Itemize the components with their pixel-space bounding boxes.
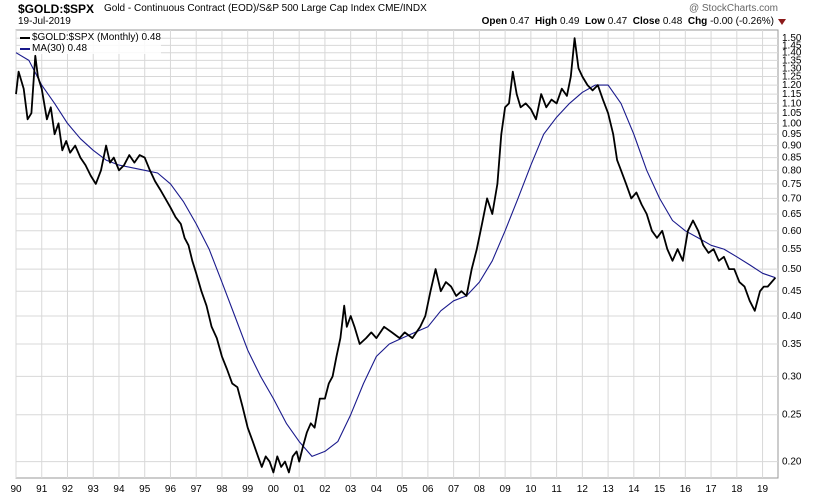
y-tick-label: 1.45 [782, 40, 802, 51]
chg-label: Chg [687, 16, 708, 27]
chg-value: -0.00 (-0.26%) [710, 16, 774, 27]
chart-header: $GOLD:$SPX Gold - Continuous Contract (E… [0, 0, 820, 30]
grid-lines [15, 30, 778, 478]
y-axis-ticks: 0.20 0.25 0.30 0.35 0.40 0.45 0.50 0.55 0.60 0.65… [782, 33, 802, 467]
y-tick-label: 1.15 [782, 89, 802, 100]
x-tick-label: 15 [654, 484, 666, 495]
x-tick-label: 11 [551, 484, 562, 495]
y-tick-label: 1.25 [782, 72, 802, 83]
x-tick-label: 14 [628, 484, 640, 495]
y-tick-label: 0.45 [782, 286, 802, 297]
y-tick-label: 1.20 [782, 80, 802, 91]
y-tick-label: 0.70 [782, 193, 802, 204]
series-lines [15, 37, 777, 474]
x-tick-label: 03 [345, 484, 357, 495]
low-value: 0.47 [607, 16, 628, 27]
x-tick-label: 19 [757, 484, 769, 495]
y-tick-label: 1.40 [782, 48, 802, 59]
y-tick-label: 0.90 [782, 141, 802, 152]
y-tick-label: 0.50 [782, 264, 802, 275]
x-tick-label: 12 [577, 484, 589, 495]
y-tick-label: 0.65 [782, 209, 802, 220]
x-tick-label: 09 [500, 484, 512, 495]
high-value: 0.49 [559, 16, 580, 27]
x-tick-label: 04 [371, 484, 383, 495]
x-tick-label: 16 [680, 484, 692, 495]
ohlc-readout: Open 0.47 High 0.49 Low 0.47 Close 0.48 … [482, 16, 774, 27]
chart-symbol: $GOLD:$SPX [18, 2, 95, 16]
legend-price: $GOLD:$SPX (Monthly) 0.48 [20, 32, 161, 43]
y-tick-label: 1.30 [782, 63, 802, 74]
x-tick-label: 17 [706, 484, 718, 495]
x-tick-label: 13 [603, 484, 615, 495]
high-label: High [534, 16, 558, 27]
y-tick-label: 0.75 [782, 179, 802, 190]
legend-ma-swatch [20, 47, 30, 50]
x-tick-label: 01 [294, 484, 306, 495]
x-tick-label: 91 [36, 484, 48, 495]
x-tick-label: 02 [319, 484, 331, 495]
y-tick-label: 0.25 [782, 410, 802, 421]
x-tick-label: 97 [191, 484, 203, 495]
y-tick-label: 0.85 [782, 153, 802, 164]
x-tick-label: 08 [474, 484, 486, 495]
x-tick-label: 00 [268, 484, 280, 495]
x-tick-label: 90 [10, 484, 22, 495]
y-tick-label: 1.00 [782, 118, 802, 129]
y-tick-label: 0.95 [782, 129, 802, 140]
y-tick-label: 0.60 [782, 226, 802, 237]
x-axis-ticks: 90 91 92 93 94 95 96 97 98 99 00 01 02 03 04 05 06 07 08 09… [10, 484, 768, 495]
x-tick-label: 05 [397, 484, 409, 495]
close-label: Close [632, 16, 661, 27]
brand-watermark: @ StockCharts.com [688, 3, 778, 14]
x-tick-label: 95 [139, 484, 151, 495]
price-line [15, 37, 777, 474]
x-tick-label: 10 [525, 484, 537, 495]
x-tick-label: 94 [113, 484, 125, 495]
low-label: Low [584, 16, 605, 27]
down-arrow-icon [778, 19, 786, 25]
y-tick-label: 0.30 [782, 371, 802, 382]
chart-legend: $GOLD:$SPX (Monthly) 0.48 MA(30) 0.48 [20, 32, 161, 54]
legend-price-swatch [20, 36, 30, 39]
x-tick-label: 96 [165, 484, 177, 495]
y-tick-label: 1.10 [782, 98, 802, 109]
x-tick-label: 06 [422, 484, 434, 495]
x-tick-label: 07 [448, 484, 460, 495]
y-tick-label: 0.55 [782, 244, 802, 255]
y-tick-label: 0.40 [782, 311, 802, 322]
ma30-line [15, 52, 776, 457]
close-value: 0.48 [662, 16, 683, 27]
x-tick-label: 92 [62, 484, 74, 495]
x-tick-label: 98 [216, 484, 228, 495]
y-tick-label: 0.35 [782, 339, 802, 350]
legend-ma: MA(30) 0.48 [20, 43, 161, 54]
plot-frame [15, 29, 779, 479]
x-tick-label: 99 [242, 484, 254, 495]
x-tick-label: 93 [88, 484, 100, 495]
legend-price-label: $GOLD:$SPX (Monthly) 0.48 [32, 32, 161, 43]
chart-description: Gold - Continuous Contract (EOD)/S&P 500… [104, 3, 427, 14]
chart-date: 19-Jul-2019 [18, 16, 71, 27]
x-tick-label: 18 [731, 484, 743, 495]
y-tick-label: 1.35 [782, 55, 802, 66]
open-value: 0.47 [509, 16, 530, 27]
y-tick-label: 1.05 [782, 108, 802, 119]
legend-ma-label: MA(30) 0.48 [32, 43, 88, 54]
y-tick-label: 1.50 [782, 33, 802, 44]
y-tick-label: 0.20 [782, 457, 802, 468]
open-label: Open [481, 16, 508, 27]
y-tick-label: 0.80 [782, 165, 802, 176]
